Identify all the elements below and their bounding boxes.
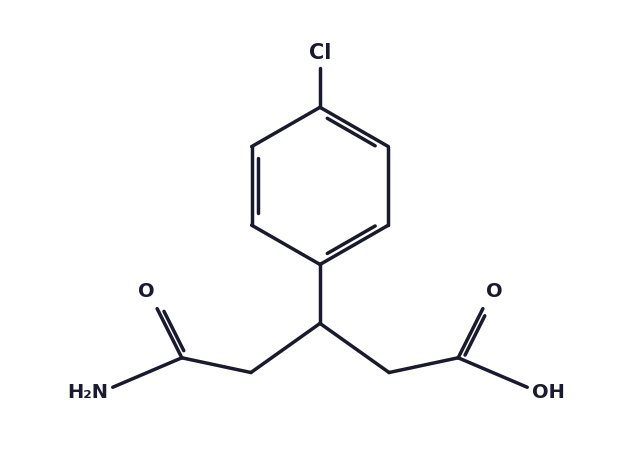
Text: O: O [486, 282, 502, 301]
Text: O: O [138, 282, 154, 301]
Text: H₂N: H₂N [67, 383, 108, 402]
Text: Cl: Cl [309, 43, 331, 63]
Text: OH: OH [532, 383, 565, 402]
